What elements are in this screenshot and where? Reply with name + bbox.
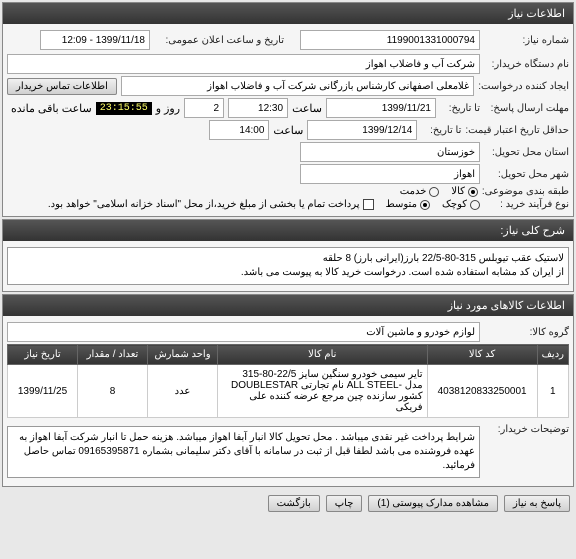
cell-qty: 8 [78,365,148,418]
budget-label: طبقه بندی موضوعی: [482,186,569,197]
desc-panel: شرح کلی نیاز: لاستیک عقب تیوبلس 315-80-2… [2,219,574,292]
footer-buttons: پاسخ به نیاز مشاهده مدارک پیوستی (1) چاپ… [0,489,576,518]
budget-goods-radio[interactable]: کالا [451,186,478,197]
cell-row: 1 [537,365,568,418]
radio-icon [429,187,439,197]
proc-mid-label: متوسط [386,199,417,210]
creator-field: غلامعلی اصفهانی کارشناس بازرگانی شرکت آب… [121,76,474,96]
budget-radio-group: کالا خدمت [400,186,478,197]
radio-icon [470,200,480,210]
radio-icon [468,187,478,197]
days-field: 2 [184,98,224,118]
col-row: ردیف [537,345,568,365]
budget-service-radio[interactable]: خدمت [400,186,440,197]
validity-label: حداقل تاریخ اعتبار قیمت: [465,125,569,136]
info-header: اطلاعات نیاز [3,3,573,24]
deadline-label: مهلت ارسال پاسخ: [484,103,569,114]
announce-label: تاریخ و ساعت اعلان عمومی: [154,35,284,46]
validity-time-field: 14:00 [209,120,269,140]
contact-button[interactable]: اطلاعات تماس خریدار [7,78,117,95]
time-label-1: ساعت [292,102,322,115]
checkbox-icon [363,199,374,210]
col-date: تاریخ نیاز [8,345,78,365]
process-radio-group: کوچک متوسط پرداخت تمام یا بخشی از مبلغ خ… [48,199,480,210]
city-field: اهواز [300,164,480,184]
deadline-to-label: تا تاریخ: [440,103,480,114]
process-label: نوع فرآیند خرید : [484,199,569,210]
proc-mid-radio[interactable]: متوسط [386,199,430,210]
table-row[interactable]: 1 4038120833250001 تایر سیمی خودرو سنگین… [8,365,569,418]
proc-small-label: کوچک [442,199,467,210]
need-no-field: 1199001331000794 [300,30,480,50]
table-header-row: ردیف کد کالا نام کالا واحد شمارش تعداد /… [8,345,569,365]
proc-small-radio[interactable]: کوچک [442,199,480,210]
respond-button[interactable]: پاسخ به نیاز [504,495,570,512]
group-field: لوازم خودرو و ماشین آلات [7,322,480,342]
need-no-label: شماره نیاز: [484,35,569,46]
proc-partial-check[interactable]: پرداخت تمام یا بخشی از مبلغ خرید،از محل … [48,199,374,210]
validity-to-label: تا تاریخ: [421,125,461,136]
countdown-timer: 23:15:55 [96,102,152,115]
remain-label: ساعت باقی مانده [11,102,92,115]
city-label: شهر محل تحویل: [484,169,569,180]
budget-goods-label: کالا [451,186,465,197]
days-label: روز و [156,102,180,115]
validity-date-field: 1399/12/14 [307,120,417,140]
cell-date: 1399/11/25 [8,365,78,418]
desc-line-1: لاستیک عقب تیوبلس 315-80-22/5 بارز(ایران… [12,252,564,266]
province-label: استان محل تحویل: [484,147,569,158]
back-button[interactable]: بازگشت [268,495,320,512]
time-label-2: ساعت [273,124,303,137]
buyer-notes-label: توضیحات خریدار: [484,424,569,435]
cell-code: 4038120833250001 [427,365,537,418]
announce-field: 1399/11/18 - 12:09 [40,30,150,50]
org-field: شرکت آب و فاضلاب اهواز [7,54,480,74]
col-unit: واحد شمارش [148,345,218,365]
org-label: نام دستگاه خریدار: [484,59,569,70]
col-name: نام کالا [218,345,428,365]
proc-partial-label: پرداخت تمام یا بخشی از مبلغ خرید،از محل … [48,199,360,210]
cell-unit: عدد [148,365,218,418]
desc-header: شرح کلی نیاز: [3,220,573,241]
info-panel: اطلاعات نیاز شماره نیاز: 119900133100079… [2,2,574,217]
goods-header: اطلاعات کالاهای مورد نیاز [3,295,573,316]
budget-service-label: خدمت [400,186,427,197]
radio-icon [420,200,430,210]
goods-table: ردیف کد کالا نام کالا واحد شمارش تعداد /… [7,344,569,418]
attachments-button[interactable]: مشاهده مدارک پیوستی (1) [368,495,498,512]
desc-box: لاستیک عقب تیوبلس 315-80-22/5 بارز(ایران… [7,247,569,285]
desc-line-2: از ایران کد مشابه استفاده شده است. درخوا… [12,266,564,280]
buyer-notes-box: شرایط پرداخت غیر نقدی میباشد . محل تحویل… [7,426,480,478]
deadline-time-field: 12:30 [228,98,288,118]
cell-name: تایر سیمی خودرو سنگین سایز 22/5-80-315 م… [218,365,428,418]
province-field: خوزستان [300,142,480,162]
goods-panel: اطلاعات کالاهای مورد نیاز گروه کالا: لوا… [2,294,574,487]
group-label: گروه کالا: [484,327,569,338]
col-code: کد کالا [427,345,537,365]
col-qty: تعداد / مقدار [78,345,148,365]
creator-label: ایجاد کننده درخواست: [478,81,569,92]
deadline-date-field: 1399/11/21 [326,98,436,118]
print-button[interactable]: چاپ [326,495,363,512]
